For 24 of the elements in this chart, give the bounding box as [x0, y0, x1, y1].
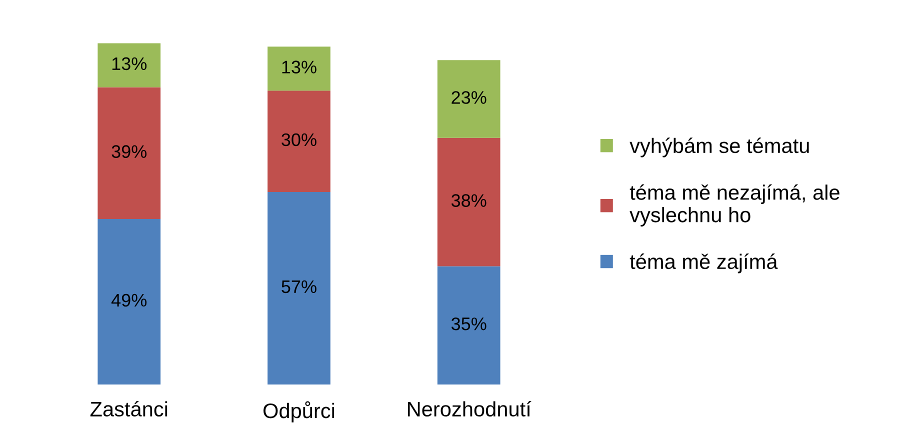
- x-tick-label: Zastánci: [90, 400, 168, 417]
- data-label: 13%: [282, 60, 316, 74]
- bar: [268, 90, 330, 192]
- legend-label: téma mě nezajímá, ale vyslechnu ho: [630, 184, 840, 226]
- bar: [98, 43, 161, 88]
- legend-label: vyhýbám se tématu: [630, 138, 809, 158]
- bar: [268, 192, 330, 385]
- bar: [268, 46, 330, 91]
- data-label: 13%: [112, 57, 147, 70]
- bar: [437, 138, 500, 266]
- data-label: 49%: [111, 294, 147, 307]
- data-label: 23%: [452, 91, 486, 104]
- x-tick-label: Nerozhodnutí: [408, 400, 532, 417]
- data-label: 38%: [451, 194, 486, 207]
- x-tick-label: Odpůrci: [263, 401, 334, 422]
- bar: [98, 87, 161, 219]
- legend-label: téma mě zajímá: [630, 254, 778, 274]
- bar: [437, 60, 500, 138]
- bar: [437, 266, 500, 385]
- data-label: 57%: [282, 280, 316, 294]
- data-label: 39%: [112, 145, 147, 158]
- bar: [98, 218, 161, 385]
- data-label: 30%: [282, 133, 316, 146]
- data-label: 35%: [451, 317, 486, 330]
